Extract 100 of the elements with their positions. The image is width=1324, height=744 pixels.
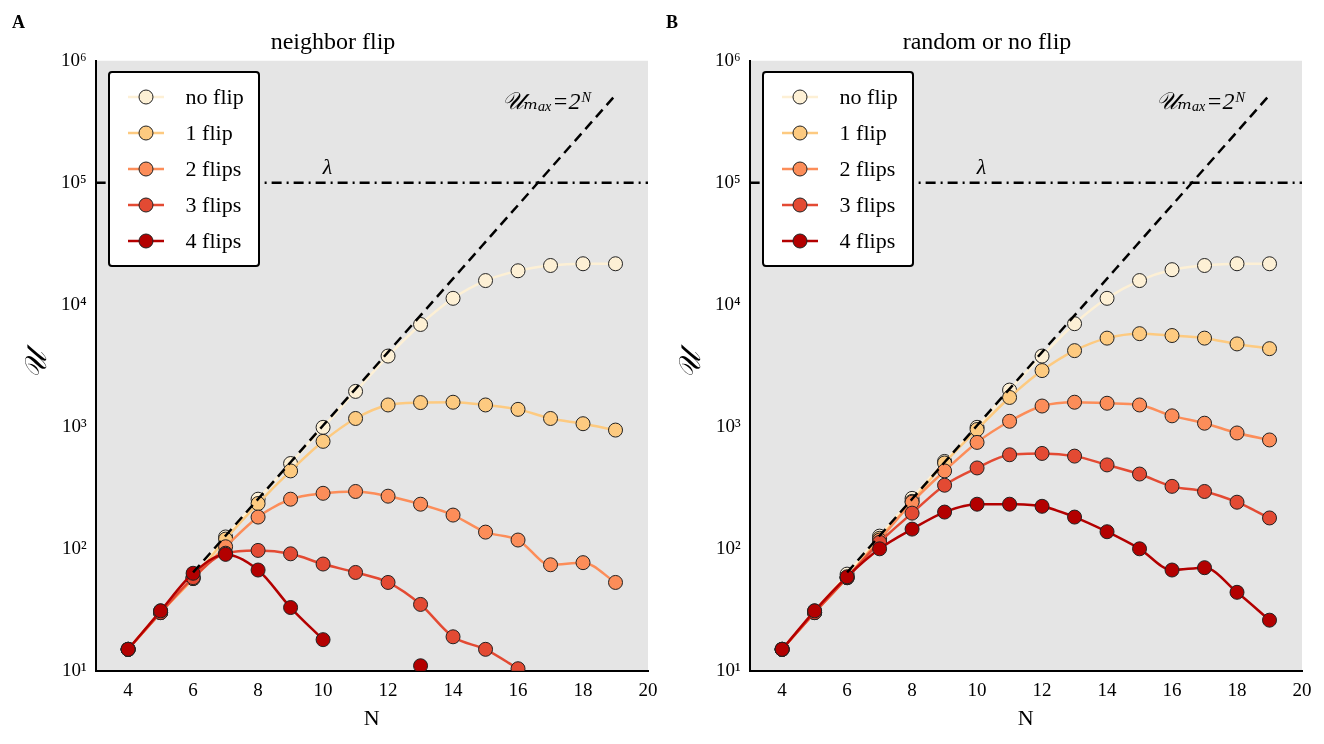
y-tick-label: 10⁵ [61, 170, 87, 192]
y-tick-label: 10⁵ [715, 170, 741, 192]
x-tick-label: 18 [573, 679, 593, 701]
point [315, 485, 331, 501]
point [283, 600, 299, 616]
ref-line-label: λ [321, 153, 333, 179]
point [1229, 336, 1245, 352]
point [1229, 584, 1245, 600]
point [1002, 389, 1018, 405]
point [1164, 478, 1180, 494]
y-tick-label: 10⁶ [715, 48, 741, 70]
point [1099, 395, 1115, 411]
point [283, 491, 299, 507]
point [1262, 256, 1278, 272]
point [413, 658, 429, 671]
legend-label: 4 flips [185, 227, 242, 254]
point [380, 397, 396, 413]
point [445, 290, 461, 306]
y-axis-title: 𝒰 [672, 344, 706, 380]
point [937, 463, 953, 479]
x-axis-title: N [363, 704, 380, 730]
x-tick-label: 10 [967, 679, 987, 701]
point [1262, 612, 1278, 628]
point [478, 524, 494, 540]
point [1034, 398, 1050, 414]
point [413, 395, 429, 411]
legend-label: 3 flips [839, 191, 896, 218]
point [1164, 328, 1180, 344]
point [904, 521, 920, 537]
point [575, 256, 591, 272]
x-tick-label: 6 [842, 679, 852, 701]
point [1099, 457, 1115, 473]
point [1132, 466, 1148, 482]
point [1034, 363, 1050, 379]
y-axis-title: 𝒰 [18, 344, 52, 380]
y-tick-label: 10² [61, 536, 87, 558]
x-tick-label: 8 [253, 679, 263, 701]
chart-title: random or no flip [902, 27, 1072, 54]
text: A [12, 11, 25, 32]
point [1067, 343, 1083, 359]
point [1132, 273, 1148, 289]
x-tick-label: 14 [443, 679, 464, 701]
point [543, 257, 559, 273]
point [543, 557, 559, 573]
legend-label: 2 flips [839, 155, 896, 182]
annotation: 𝒰ₘₐₓ=2ᴺ [1155, 88, 1247, 115]
point [1197, 257, 1213, 273]
x-tick-label: 20 [638, 679, 658, 701]
point [1197, 415, 1213, 431]
point [937, 477, 953, 493]
point [1099, 290, 1115, 306]
x-tick-label: 12 [378, 679, 398, 701]
legend-label: 1 flip [185, 119, 233, 146]
point [1002, 413, 1018, 429]
chart-title: neighbor flip [270, 27, 396, 54]
point [413, 316, 429, 332]
y-tick-label: 10³ [715, 414, 741, 436]
text: B [666, 11, 679, 32]
point [1262, 510, 1278, 526]
point [445, 507, 461, 523]
legend-label: no flip [185, 83, 244, 110]
x-tick-label: 12 [1032, 679, 1052, 701]
y-tick-label: 10¹ [715, 658, 741, 680]
point [1197, 560, 1213, 576]
point [315, 556, 331, 572]
point [937, 504, 953, 520]
point [1197, 330, 1213, 346]
point [1197, 483, 1213, 499]
point [1262, 432, 1278, 448]
x-tick-label: 4 [777, 679, 788, 701]
x-tick-label: 6 [188, 679, 198, 701]
point [1002, 496, 1018, 512]
point [250, 542, 266, 558]
point [1132, 326, 1148, 342]
point [1034, 445, 1050, 461]
x-tick-label: 16 [1162, 679, 1182, 701]
point [608, 256, 624, 272]
point [969, 496, 985, 512]
point [1164, 262, 1180, 278]
legend-label: no flip [839, 83, 898, 110]
point [543, 410, 559, 426]
ref-line-label: λ [975, 153, 987, 179]
x-tick-label: 20 [1292, 679, 1312, 701]
point [380, 574, 396, 590]
point [1262, 341, 1278, 357]
point [1229, 494, 1245, 510]
x-tick-label: 16 [508, 679, 528, 701]
point [1164, 408, 1180, 424]
point [1002, 447, 1018, 463]
legend-label: 1 flip [839, 119, 887, 146]
point [872, 541, 888, 557]
point [315, 433, 331, 449]
point [1229, 425, 1245, 441]
annotation: 𝒰ₘₐₓ=2ᴺ [501, 88, 593, 115]
y-tick-label: 10⁴ [61, 292, 87, 314]
point [283, 463, 299, 479]
point [283, 546, 299, 562]
point [1099, 524, 1115, 540]
point [1034, 498, 1050, 514]
point [1067, 316, 1083, 332]
